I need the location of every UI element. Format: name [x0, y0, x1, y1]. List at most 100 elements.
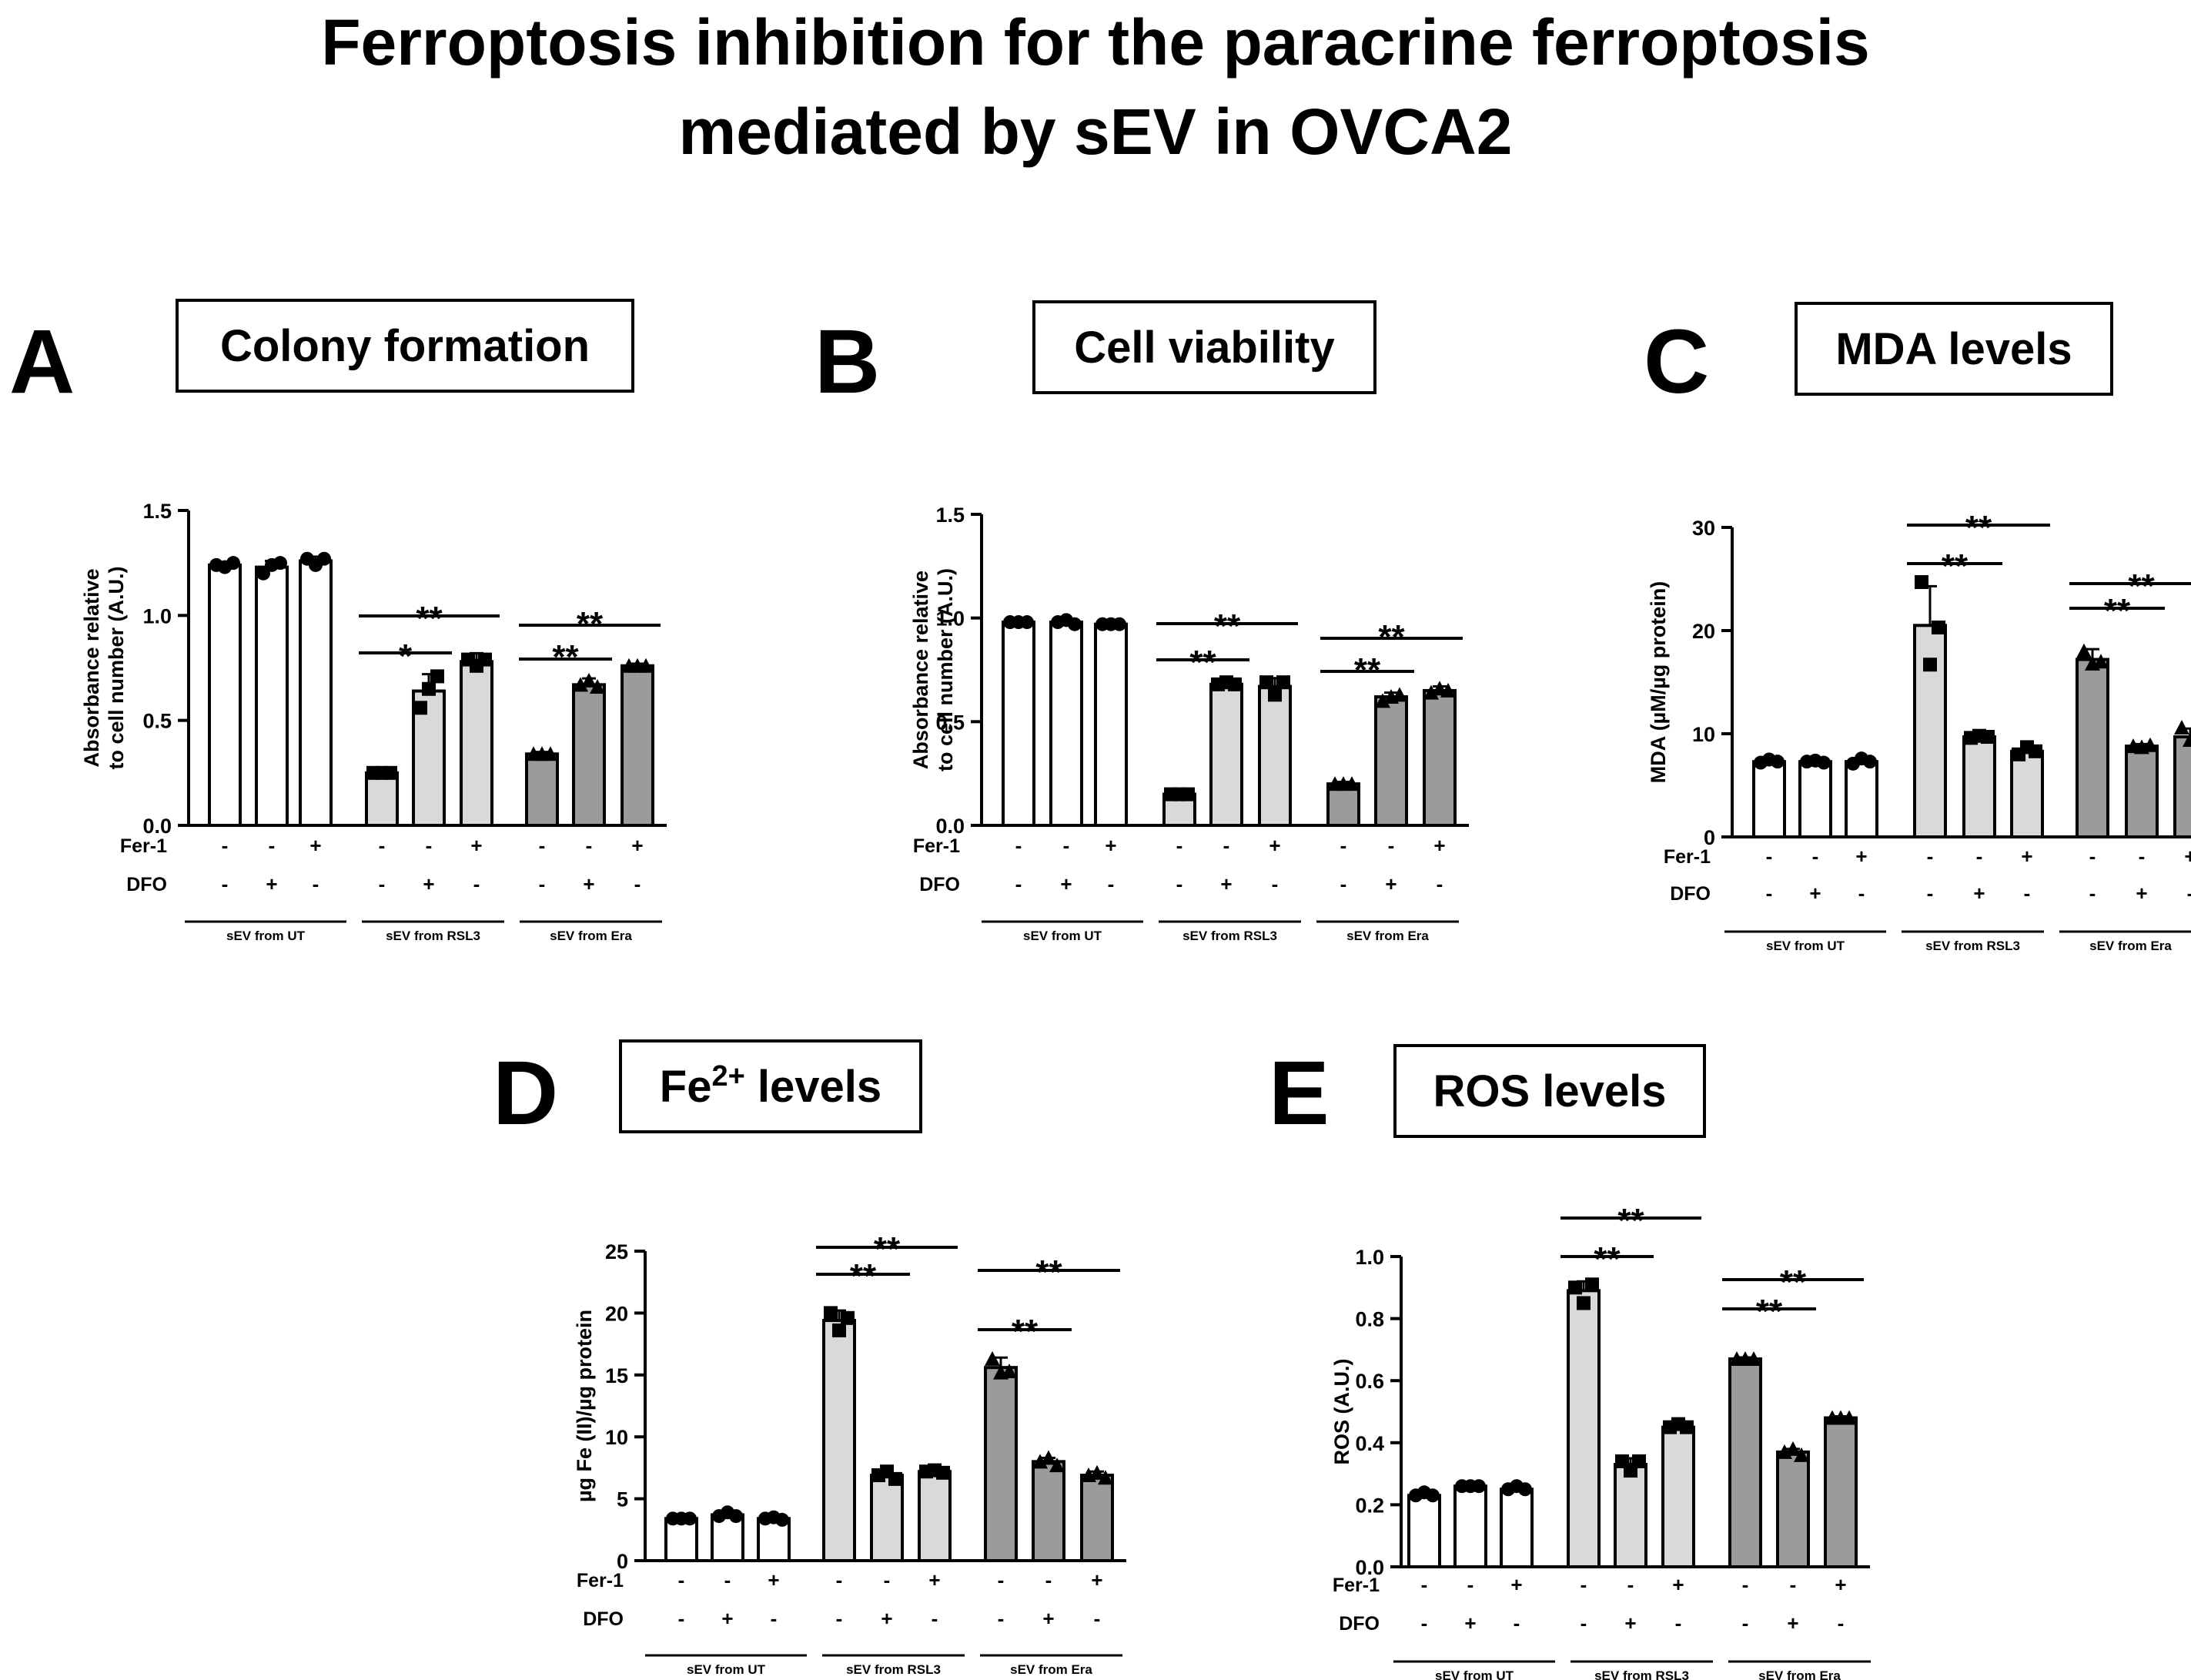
panel-c-bar	[1962, 735, 1996, 839]
panel-a-data-point	[573, 677, 588, 692]
panel-e-data-point	[1577, 1296, 1591, 1310]
panel-b-fer1-sign: +	[1433, 834, 1445, 857]
panel-c-dfo-sign: +	[1809, 882, 1821, 905]
panel-c-data-point	[2183, 732, 2191, 748]
panel-c-fer1-sign: -	[1976, 845, 1983, 868]
panel-d-ytick-label: 20	[605, 1302, 628, 1325]
panel-d-data-point	[985, 1350, 1000, 1366]
panel-a-fer1-sign: -	[539, 834, 546, 857]
panel-d-data-point	[888, 1471, 902, 1486]
panel-e-data-point	[1680, 1420, 1694, 1434]
panel-a-title: Colony formation	[220, 321, 590, 371]
panel-b-fer1-sign: +	[1269, 834, 1280, 857]
panel-a-dfo-sign: +	[583, 872, 594, 895]
panel-c-title: MDA levels	[1835, 324, 2072, 374]
panel-a-dfo-sign: +	[423, 872, 434, 895]
panel-a-group-label: sEV from Era	[550, 929, 632, 943]
panel-c-ytick-label: 20	[1692, 620, 1715, 643]
panel-a-dfo-sign: +	[266, 872, 277, 895]
panel-e-dfo-sign: -	[1581, 1611, 1587, 1635]
panel-b-letter: B	[815, 311, 880, 413]
panel-c-ylabel: MDA (µM/µg protein)	[1647, 581, 1670, 784]
panel-c-bar	[1913, 624, 1947, 838]
panel-c-fer1-sign: +	[2184, 845, 2191, 868]
panel-c-dfo-sign: +	[1973, 882, 1985, 905]
panel-e-sig-label: **	[1780, 1263, 1807, 1301]
panel-b-ytick-label: 1.5	[935, 504, 965, 527]
panel-a-bar	[572, 683, 606, 828]
panel-d: D Fe2+ levels 0 5 10 15 20 25 µg Fe (II)/µg prot…	[493, 1039, 1126, 1677]
panel-e-sig-label: **	[1594, 1240, 1621, 1278]
panel-d-sig-label: **	[850, 1257, 877, 1295]
panel-a-data-point	[430, 669, 444, 684]
panel-c-sig-label: **	[2104, 592, 2131, 630]
panel-b-sig-label: **	[1378, 618, 1405, 656]
panel-a-fer1-sign: -	[379, 834, 386, 857]
panel-d-dfo-sign: -	[998, 1607, 1005, 1630]
panel-c-data-point	[1932, 620, 1945, 634]
panel-e-letter: E	[1269, 1042, 1330, 1144]
panel-a-dfo-sign: -	[222, 872, 229, 895]
panel-e-group-label: sEV from Era	[1758, 1668, 1841, 1680]
panel-e-dfo-sign: +	[1787, 1611, 1798, 1635]
panel-d-bar	[664, 1517, 698, 1563]
panel-c-sig-label: **	[2128, 567, 2155, 605]
panel-d-ytick-label: 0	[617, 1550, 628, 1573]
panel-a-data-point	[413, 701, 427, 715]
panel-d-data-point	[936, 1465, 950, 1480]
panel-b-ylabel-line2: to cell number (A.U.)	[934, 568, 957, 771]
panel-a-bar	[525, 752, 559, 827]
panel-c-dfo-sign: -	[1858, 882, 1865, 905]
panel-c-group-label: sEV from UT	[1766, 939, 1845, 953]
panel-a-data-point	[226, 556, 240, 571]
panel-c-fer1-label: Fer-1	[1664, 846, 1711, 868]
panel-b-fer1-sign: -	[1340, 834, 1347, 857]
panel-b-bar	[1094, 622, 1128, 827]
panel-a-data-point	[273, 556, 287, 571]
panel-a-fer1-sign: +	[470, 834, 482, 857]
panel-b-fer1-sign: -	[1015, 834, 1022, 857]
panel-a-dfo-label: DFO	[126, 874, 167, 895]
panel-c-fer1-sign: -	[2089, 845, 2096, 868]
panel-b-group-label: sEV from UT	[1023, 929, 1102, 943]
panel-d-bar	[1080, 1474, 1114, 1562]
panel-e-group-label: sEV from RSL3	[1594, 1668, 1689, 1680]
panel-d-dfo-sign: -	[771, 1607, 778, 1630]
panel-e-bar	[1453, 1484, 1487, 1568]
panel-e-dfo-sign: -	[1838, 1611, 1845, 1635]
panel-b-data-point	[1423, 684, 1439, 700]
panel-e-bar	[1661, 1425, 1695, 1569]
panel-e-data-point	[1785, 1441, 1801, 1456]
panel-a-data-point	[590, 679, 605, 694]
panel-d-dfo-sign: -	[1094, 1607, 1101, 1630]
panel-c-dfo-sign: -	[2187, 882, 2191, 905]
panel-d-bar	[870, 1474, 904, 1562]
panel-b-group-label: sEV from RSL3	[1182, 929, 1277, 943]
panel-d-group-label: sEV from UT	[687, 1662, 766, 1677]
panel-d-ylabel: µg Fe (II)/µg protein	[573, 1310, 596, 1502]
panel-a: A Colony formation 0.0 0.5 1.0 1.5 Absorbance …	[9, 299, 667, 943]
panel-b-sig-label: **	[1214, 607, 1241, 645]
panel-d-fer1-sign: -	[678, 1568, 685, 1591]
panel-a-bar	[460, 660, 493, 827]
panel-d-data-point	[1002, 1363, 1017, 1378]
panel-c-bar	[2010, 749, 2044, 839]
panel-b-dfo-label: DFO	[919, 874, 960, 895]
panel-c-dfo-sign: -	[2024, 882, 2031, 905]
panel-e-dfo-sign: +	[1464, 1611, 1476, 1635]
panel-b-data-point	[1259, 675, 1273, 690]
panel-c-ytick-label: 0	[1704, 826, 1715, 849]
panel-e-fer1-sign: -	[1627, 1573, 1634, 1596]
panel-b-data-point	[1020, 615, 1034, 630]
panel-c-group-label: sEV from RSL3	[1925, 939, 2020, 953]
panel-d-bar	[822, 1319, 856, 1562]
panel-a-bar	[365, 771, 399, 827]
panel-e-dfo-sign: -	[1675, 1611, 1682, 1635]
panel-c-data-point	[1817, 755, 1831, 770]
panel-a-data-point	[256, 566, 270, 581]
panel-a-title-box	[176, 299, 634, 393]
panel-d-group-label: sEV from Era	[1010, 1662, 1092, 1677]
panel-e-ylabel: ROS (A.U.)	[1330, 1359, 1353, 1465]
panel-b-dfo-sign: -	[1340, 872, 1347, 895]
panel-b-ytick-label: 1.0	[935, 607, 965, 631]
